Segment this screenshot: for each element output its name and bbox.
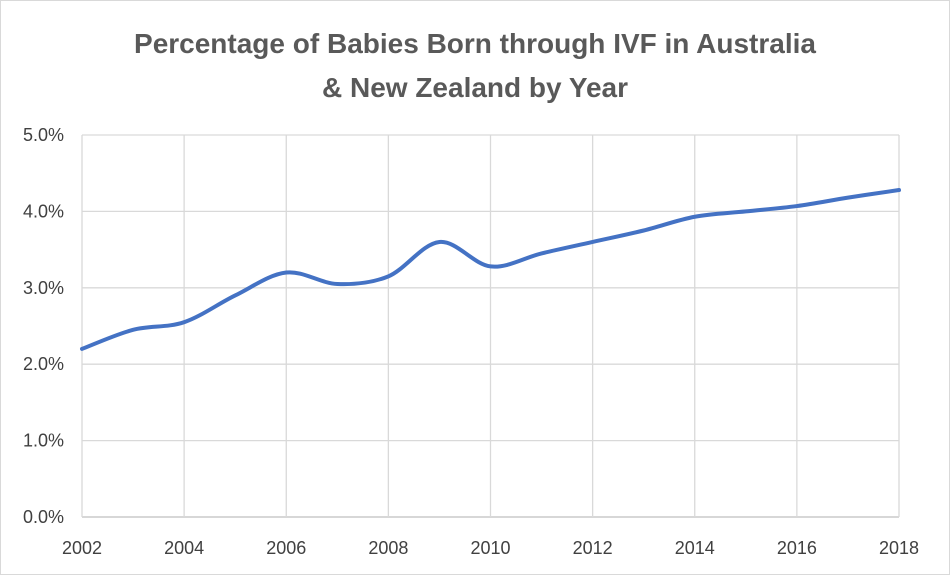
x-tick-label: 2014 <box>675 538 715 558</box>
y-tick-label: 5.0% <box>23 125 64 145</box>
y-tick-label: 0.0% <box>23 507 64 527</box>
y-axis-ticks: 0.0% 1.0% 2.0% 3.0% 4.0% 5.0% <box>23 125 64 527</box>
series-layer <box>80 188 901 351</box>
x-tick-label: 2006 <box>266 538 306 558</box>
x-tick-label: 2004 <box>164 538 204 558</box>
grid <box>81 134 900 518</box>
x-tick-label: 2002 <box>62 538 102 558</box>
y-tick-label: 3.0% <box>23 278 64 298</box>
x-tick-label: 2008 <box>368 538 408 558</box>
x-tick-label: 2016 <box>777 538 817 558</box>
x-tick-label: 2012 <box>573 538 613 558</box>
y-tick-label: 4.0% <box>23 201 64 221</box>
x-axis-ticks: 2002 2004 2006 2008 2010 2012 2014 2016 2018 <box>62 538 919 558</box>
x-tick-label: 2018 <box>879 538 919 558</box>
y-tick-label: 1.0% <box>23 431 64 451</box>
y-tick-label: 2.0% <box>23 354 64 374</box>
chart-title-line-2: & New Zealand by Year <box>322 72 628 103</box>
chart-title-line-1: Percentage of Babies Born through IVF in… <box>134 28 816 59</box>
x-tick-label: 2010 <box>470 538 510 558</box>
series-line-0 <box>80 188 901 351</box>
